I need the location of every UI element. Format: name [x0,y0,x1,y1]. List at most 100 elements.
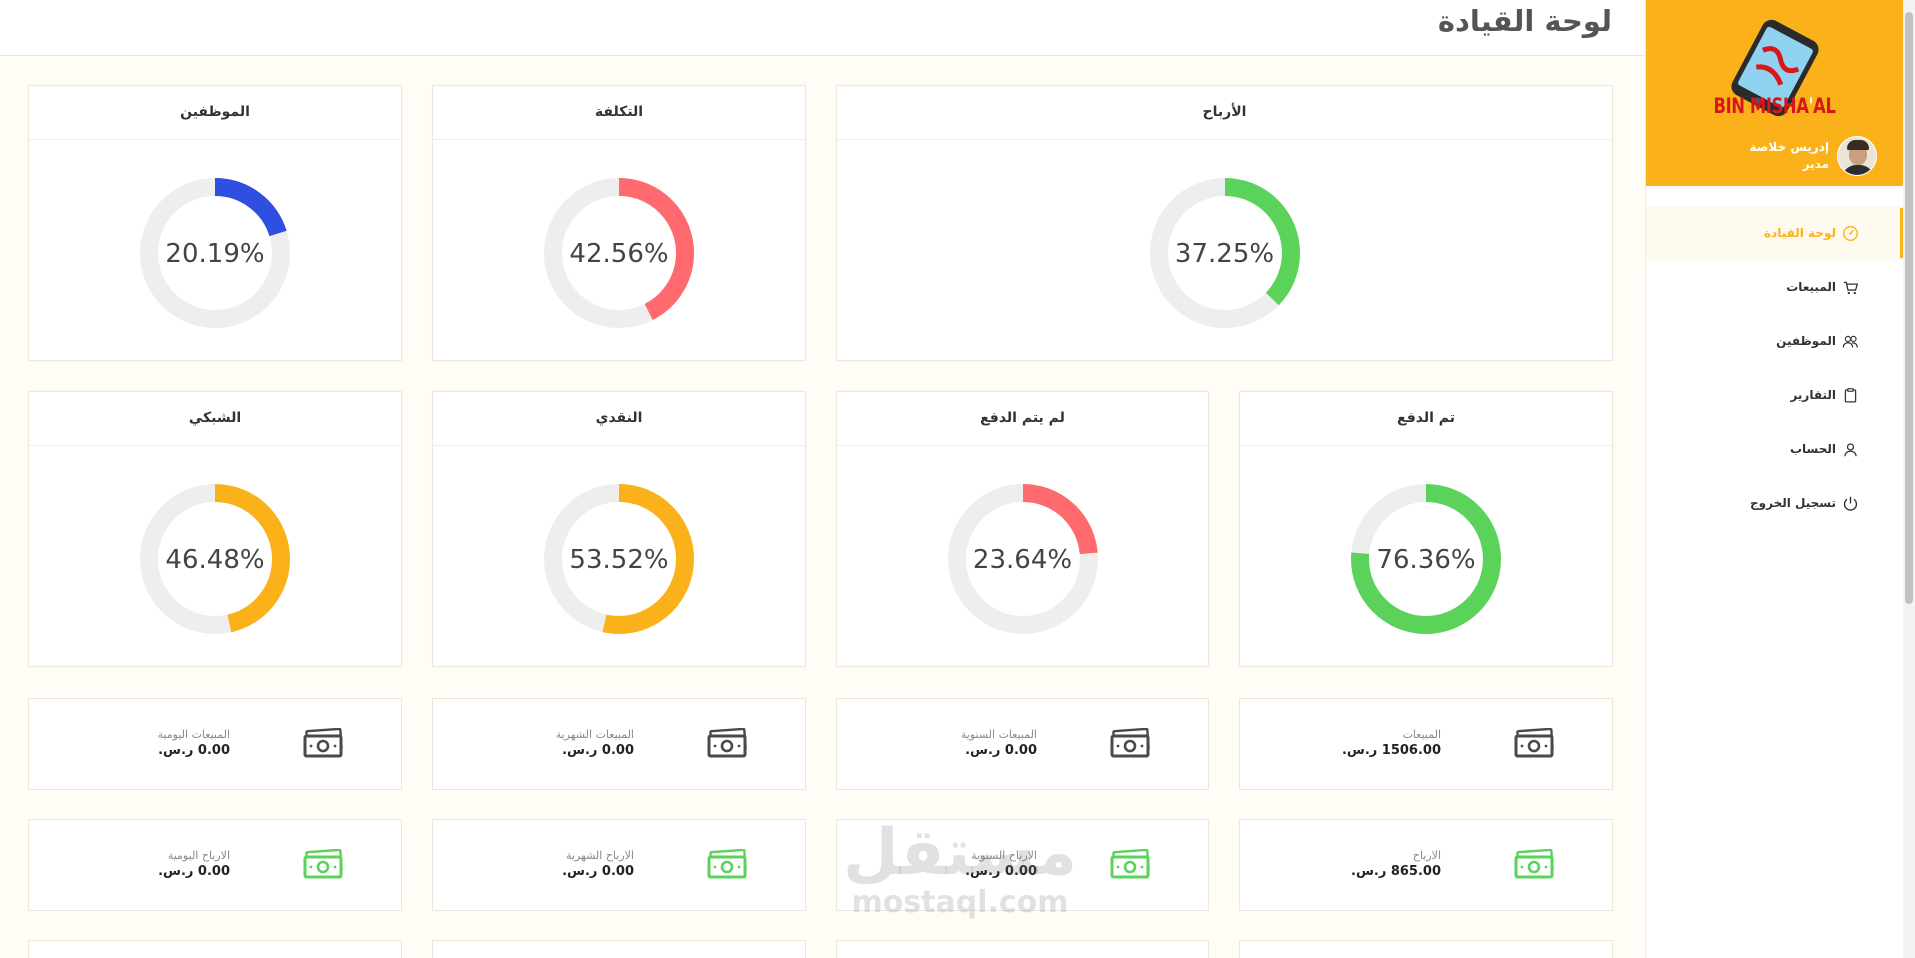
stat-value: 0.00 ر.س. [562,864,634,879]
card-title: لم يتم الدفع [837,392,1208,446]
shopping-cart-icon [1843,281,1859,294]
donut-arc [140,178,290,328]
sidebar-item-label: التقارير [1790,388,1836,402]
money-icon [707,728,747,758]
donut-ring [947,484,1098,634]
page-title: لوحة القيادة [1437,4,1612,38]
donut-chart: 37.25% [1149,178,1300,328]
sidebar-nav: لوحة القيادة المبيعات الموظفين التقارير … [1646,206,1903,530]
users-icon [1842,335,1858,348]
money-icon [1110,849,1150,879]
profits-chart-card: الأرباح 37.25% [836,85,1613,361]
stat-card-daily-sales: المبيعات اليومية 0.00 ر.س. [28,698,402,790]
stat-card-partial [28,940,402,958]
user-name: إدريس خلاصة [1749,140,1829,154]
stat-label: المبيعات اليومية [157,728,230,741]
donut-chart: 23.64% [947,484,1098,634]
donut-arc [544,484,694,634]
donut-arc [1149,178,1300,328]
sidebar-item-logout[interactable]: تسجيل الخروج [1646,476,1903,530]
sidebar-item-account[interactable]: الحساب [1646,422,1903,476]
money-icon [303,849,343,879]
stat-label: الارباح اليومية [167,849,230,862]
donut-ring [544,178,694,328]
donut-ring [1149,178,1300,328]
stat-label: الارباح [1412,849,1441,862]
card-title: الموظفين [29,86,401,140]
money-icon [1514,728,1554,758]
top-bar: لوحة القيادة [0,0,1645,56]
donut-value: 42.56% [569,239,669,269]
donut-arc [544,178,694,328]
page-scrollbar[interactable] [1903,0,1915,958]
money-icon [1110,728,1150,758]
stat-card-monthly-sales: المبيعات الشهرية 0.00 ر.س. [432,698,806,790]
stat-card-profits: الارباح 865.00 ر.س. [1239,819,1613,911]
stat-card-monthly-profits: الارباح الشهرية 0.00 ر.س. [432,819,806,911]
paid-chart-card: تم الدفع 76.36% [1239,391,1613,667]
clipboard-icon [1844,387,1857,403]
stat-label: المبيعات الشهرية [555,728,634,741]
sidebar-item-label: الموظفين [1776,334,1836,348]
stat-card-partial [836,940,1209,958]
donut-chart: 42.56% [544,178,694,328]
stat-card-yearly-profits: الارباح السنوية 0.00 ر.س. [836,819,1209,911]
card-title: الشبكي [29,392,401,446]
stat-label: الارباح السنوية [971,849,1037,862]
sidebar: BIN MISHA'AL إدريس خلاصة مدير لوحة القيا… [1645,0,1903,958]
stat-value: 865.00 ر.س. [1351,864,1441,879]
stat-value: 0.00 ر.س. [158,864,230,879]
donut-chart: 20.19% [140,178,290,328]
stat-card-partial [1239,940,1613,958]
card-title: النقدي [433,392,805,446]
stat-value: 1506.00 ر.س. [1341,743,1441,758]
sidebar-item-label: الحساب [1789,442,1836,456]
donut-chart: 46.48% [140,484,290,634]
sidebar-item-dashboard[interactable]: لوحة القيادة [1646,206,1903,260]
card-title: الأرباح [837,86,1612,140]
donut-value: 76.36% [1376,545,1476,575]
cash-chart-card: النقدي 53.52% [432,391,806,667]
user-role: مدير [1802,157,1829,171]
donut-arc [1351,484,1501,634]
stat-value: 0.00 ر.س. [965,864,1037,879]
network-chart-card: الشبكي 46.48% [28,391,402,667]
employees-chart-card: الموظفين 20.19% [28,85,402,361]
stat-value: 0.00 ر.س. [562,743,634,758]
donut-value: 37.25% [1174,239,1275,269]
stat-card-yearly-sales: المبيعات السنوية 0.00 ر.س. [836,698,1209,790]
power-icon [1843,496,1858,511]
sidebar-item-label: المبيعات [1786,280,1836,294]
stat-card-sales: المبيعات 1506.00 ر.س. [1239,698,1613,790]
money-icon [303,728,343,758]
sidebar-header: BIN MISHA'AL إدريس خلاصة مدير [1646,0,1903,186]
dashboard-gauge-icon [1843,225,1858,241]
money-icon [1514,849,1554,879]
brand-logotype: BIN MISHA'AL [1713,94,1836,118]
scrollbar-thumb[interactable] [1905,12,1913,604]
user-icon [1844,442,1857,456]
donut-value: 23.64% [972,545,1073,575]
donut-value: 20.19% [165,239,265,269]
sidebar-item-reports[interactable]: التقارير [1646,368,1903,422]
donut-ring [140,178,290,328]
card-title: تم الدفع [1240,392,1612,446]
donut-arc [947,484,1098,634]
avatar [1837,136,1877,176]
unpaid-chart-card: لم يتم الدفع 23.64% [836,391,1209,667]
user-profile[interactable]: إدريس خلاصة مدير [1750,136,1877,176]
donut-ring [1351,484,1501,634]
card-title: التكلفة [433,86,805,140]
cost-chart-card: التكلفة 42.56% [432,85,806,361]
sidebar-item-sales[interactable]: المبيعات [1646,260,1903,314]
sidebar-item-employees[interactable]: الموظفين [1646,314,1903,368]
stat-label: المبيعات السنوية [960,728,1037,741]
stat-card-daily-profits: الارباح اليومية 0.00 ر.س. [28,819,402,911]
donut-arc [140,484,290,634]
donut-ring [140,484,290,634]
donut-ring [544,484,694,634]
donut-chart: 53.52% [544,484,694,634]
stat-label: المبيعات [1402,728,1441,741]
sidebar-item-label: تسجيل الخروج [1750,496,1836,510]
donut-value: 46.48% [165,545,265,575]
